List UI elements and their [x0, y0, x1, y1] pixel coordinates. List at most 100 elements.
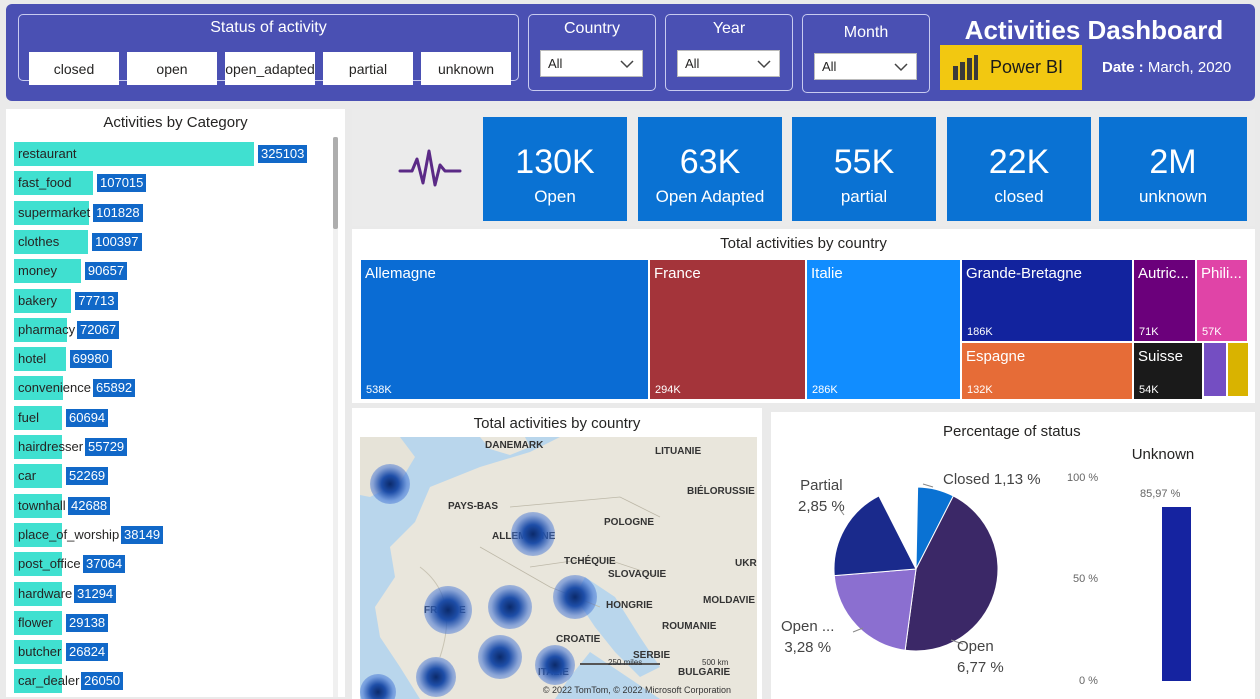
- category-scrollbar[interactable]: [333, 137, 338, 697]
- category-row[interactable]: hairdresser 55729: [14, 435, 334, 459]
- category-value: 60694: [66, 408, 109, 427]
- map-bubble[interactable]: [424, 586, 472, 634]
- category-value: 100397: [92, 232, 142, 251]
- treemap-tile[interactable]: France 294K: [649, 259, 806, 400]
- treemap-tile-value: 54K: [1139, 384, 1159, 396]
- kpi-value: 63K: [679, 143, 741, 181]
- category-row[interactable]: clothes 100397: [14, 229, 334, 254]
- treemap-tile[interactable]: Grande-Bretagne 186K: [961, 259, 1133, 342]
- treemap-tile-value: 57K: [1202, 326, 1222, 338]
- unknown-bar[interactable]: [1162, 507, 1191, 681]
- kpi-card-closed: 22K closed: [947, 117, 1091, 221]
- status-option-open[interactable]: open: [127, 52, 217, 85]
- category-value: 52269: [66, 467, 109, 486]
- pie-slice[interactable]: [904, 495, 999, 652]
- map-country-label: LITUANIE: [655, 446, 702, 457]
- pie-title: Percentage of status: [943, 423, 1081, 440]
- kpi-value: 22K: [988, 143, 1050, 181]
- category-row[interactable]: butcher 26824: [14, 640, 334, 665]
- treemap-tile[interactable]: [1227, 342, 1249, 397]
- kpi-card-partial: 55K partial: [792, 117, 936, 221]
- chevron-down-icon: [894, 63, 908, 72]
- status-option-closed[interactable]: closed: [29, 52, 119, 85]
- category-row[interactable]: fuel 60694: [14, 405, 334, 430]
- status-option-partial[interactable]: partial: [323, 52, 413, 85]
- category-value: 325103: [258, 145, 308, 163]
- category-bar: [14, 552, 62, 577]
- map-bubble[interactable]: [416, 657, 456, 697]
- status-percentage-panel: Percentage of status Closed 1,13 % Open …: [771, 412, 1255, 699]
- category-row[interactable]: townhall 42688: [14, 493, 334, 518]
- category-row[interactable]: flower 29138: [14, 610, 334, 635]
- country-dropdown[interactable]: All: [540, 50, 643, 77]
- pie-label-open: Open 6,77 %: [957, 636, 1004, 678]
- pie-slice[interactable]: [833, 495, 917, 577]
- status-slicer: Status of activity closed open open_adap…: [18, 14, 519, 85]
- treemap-tile-value: 286K: [812, 384, 838, 396]
- category-value: 26824: [66, 643, 109, 662]
- map-bubble[interactable]: [553, 575, 597, 619]
- map-bubble[interactable]: [478, 635, 522, 679]
- treemap-tile-name: Allemagne: [365, 265, 436, 282]
- treemap-tile-value: 538K: [366, 384, 392, 396]
- year-dropdown[interactable]: All: [677, 50, 780, 77]
- category-row[interactable]: pharmacy 72067: [14, 317, 334, 342]
- category-value: 72067: [77, 320, 120, 339]
- scrollbar-thumb[interactable]: [333, 137, 338, 229]
- map-country-label: BIÉLORUSSIE: [687, 486, 755, 497]
- category-bar: [14, 288, 72, 313]
- category-row[interactable]: fast_food 107015: [14, 171, 334, 196]
- status-pie-chart[interactable]: [771, 412, 1255, 699]
- status-option-open-adapted[interactable]: open_adapted: [225, 52, 315, 85]
- treemap-tile-name: Phili...: [1201, 265, 1242, 282]
- chevron-down-icon: [757, 60, 771, 69]
- category-row[interactable]: hardware 31294: [14, 581, 334, 606]
- kpi-value: 2M: [1149, 143, 1197, 181]
- treemap-tile[interactable]: Espagne 132K: [961, 342, 1133, 400]
- kpi-card-unknown: 2M unknown: [1099, 117, 1247, 221]
- pie-slice[interactable]: [833, 568, 917, 651]
- category-value: 31294: [74, 584, 117, 603]
- pie-label-partial-value: 2,85 %: [798, 498, 845, 515]
- category-row[interactable]: place_of_worship 38149: [14, 522, 334, 547]
- category-label: money: [18, 263, 58, 279]
- date-value: March, 2020: [1147, 59, 1232, 76]
- category-row[interactable]: money 90657: [14, 259, 334, 284]
- map-title: Total activities by country: [473, 415, 641, 432]
- map-country-label: ROUMANIE: [662, 621, 717, 632]
- category-bar: [14, 142, 254, 166]
- category-row[interactable]: bakery 77713: [14, 288, 334, 313]
- category-row[interactable]: supermarket 101828: [14, 200, 334, 225]
- pie-label-open-adapted-name: Open ...: [781, 618, 835, 635]
- treemap-tile[interactable]: [1203, 342, 1227, 397]
- europe-map[interactable]: DANEMARKLITUANIEPAYS-BASBIÉLORUSSIEALLEM…: [360, 437, 757, 699]
- pie-leader-line: [922, 483, 934, 488]
- treemap-tile[interactable]: Autric... 71K: [1133, 259, 1196, 342]
- axis-tick-50: 50 %: [1073, 573, 1099, 585]
- treemap-tile[interactable]: Allemagne 538K: [360, 259, 649, 400]
- map-bubble[interactable]: [370, 464, 410, 504]
- category-row[interactable]: restaurant 325103: [14, 142, 334, 166]
- category-row[interactable]: convenience 65892: [14, 376, 334, 401]
- category-row[interactable]: car 52269: [14, 464, 334, 489]
- treemap-tile[interactable]: Phili... 57K: [1196, 259, 1248, 342]
- category-row[interactable]: car_dealer 26050: [14, 669, 334, 694]
- month-dropdown[interactable]: All: [814, 53, 917, 80]
- treemap-tile[interactable]: Italie 286K: [806, 259, 961, 400]
- category-row[interactable]: hotel 69980: [14, 347, 334, 372]
- kpi-card-open-adapted: 63K Open Adapted: [638, 117, 782, 221]
- treemap-tile[interactable]: Suisse 54K: [1133, 342, 1203, 400]
- status-option-unknown[interactable]: unknown: [421, 52, 511, 85]
- category-bar: [14, 464, 62, 489]
- category-row[interactable]: post_office 37064: [14, 552, 334, 577]
- map-bubble[interactable]: [360, 674, 396, 699]
- map-country-label: TCHÉQUIE: [564, 556, 616, 567]
- treemap-tile-name: France: [654, 265, 701, 282]
- map-bubble[interactable]: [488, 585, 532, 629]
- map-bubble[interactable]: [511, 512, 555, 556]
- map-country-label: DANEMARK: [485, 440, 544, 451]
- map-bubble[interactable]: [535, 645, 575, 685]
- powerbi-button[interactable]: Power BI: [940, 45, 1082, 90]
- treemap-tile-name: Autric...: [1138, 265, 1189, 282]
- map-scale-bar: [580, 663, 660, 665]
